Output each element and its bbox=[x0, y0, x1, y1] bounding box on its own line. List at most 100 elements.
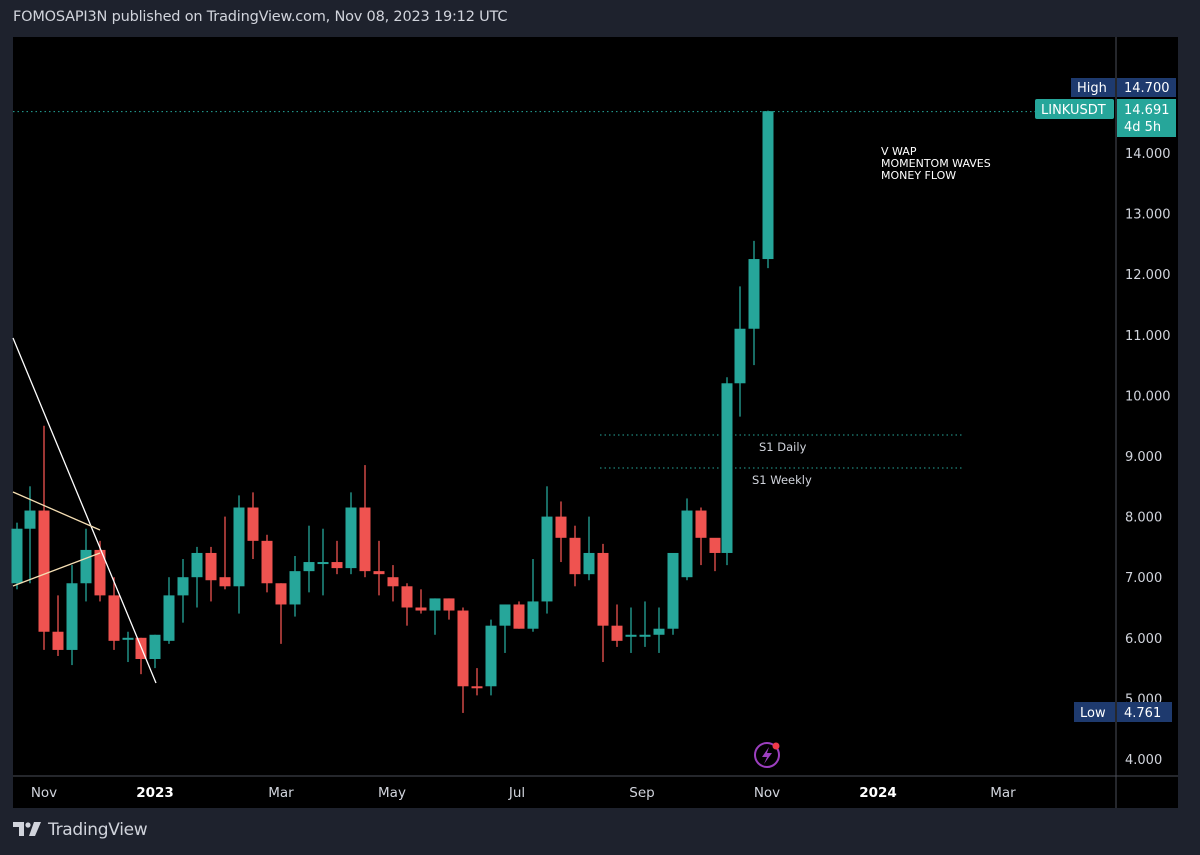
candle[interactable] bbox=[499, 604, 511, 653]
bar-countdown: 4d 5h bbox=[1124, 120, 1161, 135]
last-price-box bbox=[1117, 99, 1176, 137]
low-label: Low bbox=[1080, 706, 1106, 721]
candle[interactable] bbox=[108, 577, 120, 650]
candle[interactable] bbox=[415, 589, 427, 614]
candle[interactable] bbox=[471, 668, 483, 696]
low-value: 4.761 bbox=[1124, 706, 1161, 721]
note-text: MONEY FLOW bbox=[881, 169, 956, 182]
candle[interactable] bbox=[66, 565, 78, 666]
candle[interactable] bbox=[721, 377, 733, 566]
time-tick: 2023 bbox=[136, 785, 174, 801]
candle[interactable] bbox=[191, 546, 203, 608]
candle[interactable] bbox=[429, 598, 441, 635]
candle[interactable] bbox=[457, 607, 469, 713]
trendline[interactable] bbox=[12, 337, 157, 684]
time-tick: May bbox=[378, 785, 406, 801]
candle[interactable] bbox=[611, 604, 623, 647]
candle[interactable] bbox=[303, 525, 315, 593]
high-value: 14.700 bbox=[1124, 81, 1170, 96]
candle[interactable] bbox=[275, 583, 287, 644]
price-tick: 11.000 bbox=[1125, 329, 1171, 344]
candle[interactable] bbox=[681, 498, 693, 581]
candle[interactable] bbox=[80, 528, 92, 602]
candle[interactable] bbox=[261, 534, 273, 593]
time-tick: 2024 bbox=[859, 785, 897, 801]
price-tick: 4.000 bbox=[1125, 753, 1162, 768]
candle[interactable] bbox=[639, 601, 651, 647]
s1-daily-label: S1 Daily bbox=[759, 440, 807, 454]
candle[interactable] bbox=[527, 559, 539, 632]
candle[interactable] bbox=[625, 607, 637, 653]
candle[interactable] bbox=[122, 631, 134, 663]
price-tick: 14.000 bbox=[1125, 147, 1171, 162]
tradingview-brand: TradingView bbox=[48, 820, 148, 840]
high-label-box bbox=[1071, 78, 1115, 97]
price-tick: 13.000 bbox=[1125, 208, 1171, 223]
low-value-box bbox=[1117, 702, 1172, 722]
trendline[interactable] bbox=[12, 491, 101, 531]
candle[interactable] bbox=[24, 486, 36, 584]
tradingview-logo-icon bbox=[13, 821, 43, 840]
candle[interactable] bbox=[205, 546, 217, 602]
candle[interactable] bbox=[149, 634, 161, 669]
candle[interactable] bbox=[359, 465, 371, 578]
candle[interactable] bbox=[569, 525, 581, 587]
candle[interactable] bbox=[373, 540, 385, 596]
candle[interactable] bbox=[331, 540, 343, 575]
time-tick: Sep bbox=[629, 785, 654, 801]
time-tick: Nov bbox=[754, 785, 780, 801]
time-tick: Jul bbox=[508, 785, 525, 801]
candle[interactable] bbox=[177, 559, 189, 623]
candle[interactable] bbox=[709, 537, 721, 572]
time-tick: Mar bbox=[268, 785, 294, 801]
lightning-alert-icon[interactable] bbox=[754, 742, 780, 768]
high-value-box bbox=[1117, 78, 1176, 97]
candle[interactable] bbox=[233, 495, 245, 614]
price-tick: 7.000 bbox=[1125, 571, 1162, 586]
last-price: 14.691 bbox=[1124, 103, 1170, 118]
price-tick: 8.000 bbox=[1125, 511, 1162, 526]
high-label: High bbox=[1077, 81, 1107, 96]
candle[interactable] bbox=[289, 555, 301, 617]
candle[interactable] bbox=[219, 516, 231, 590]
candle[interactable] bbox=[443, 598, 455, 620]
candle[interactable] bbox=[163, 577, 175, 644]
time-tick: Nov bbox=[31, 785, 57, 801]
price-tick: 6.000 bbox=[1125, 632, 1162, 647]
note-text: MOMENTOM WAVES bbox=[881, 157, 991, 170]
candle[interactable] bbox=[94, 540, 106, 602]
candle[interactable] bbox=[541, 486, 553, 614]
candle[interactable] bbox=[401, 583, 413, 626]
candle[interactable] bbox=[695, 507, 707, 566]
candle[interactable] bbox=[513, 601, 525, 629]
candle[interactable] bbox=[653, 607, 665, 653]
low-label-box bbox=[1074, 702, 1115, 722]
chart-area[interactable] bbox=[13, 37, 1178, 808]
price-tick: 12.000 bbox=[1125, 268, 1171, 283]
candle[interactable] bbox=[38, 425, 50, 650]
candle[interactable] bbox=[387, 565, 399, 602]
tradingview-logo[interactable]: TradingView bbox=[13, 820, 148, 840]
candle[interactable] bbox=[555, 501, 567, 563]
candle[interactable] bbox=[748, 240, 760, 366]
price-tick: 9.000 bbox=[1125, 450, 1162, 465]
candle[interactable] bbox=[762, 110, 774, 269]
publish-info: FOMOSAPI3N published on TradingView.com,… bbox=[13, 9, 508, 25]
time-tick: Mar bbox=[990, 785, 1016, 801]
symbol-label: LINKUSDT bbox=[1041, 103, 1106, 118]
candle[interactable] bbox=[597, 543, 609, 663]
price-tick: 10.000 bbox=[1125, 389, 1171, 404]
candle[interactable] bbox=[11, 522, 23, 590]
note-text: V WAP bbox=[881, 145, 917, 158]
candle[interactable] bbox=[485, 619, 497, 696]
candle[interactable] bbox=[583, 516, 595, 581]
candle[interactable] bbox=[247, 492, 259, 560]
candle[interactable] bbox=[667, 552, 679, 635]
trendline[interactable] bbox=[12, 552, 101, 587]
s1-weekly-label: S1 Weekly bbox=[752, 473, 812, 487]
candle[interactable] bbox=[52, 595, 64, 656]
candle[interactable] bbox=[345, 492, 357, 575]
candle[interactable] bbox=[734, 286, 746, 417]
candle[interactable] bbox=[317, 528, 329, 596]
